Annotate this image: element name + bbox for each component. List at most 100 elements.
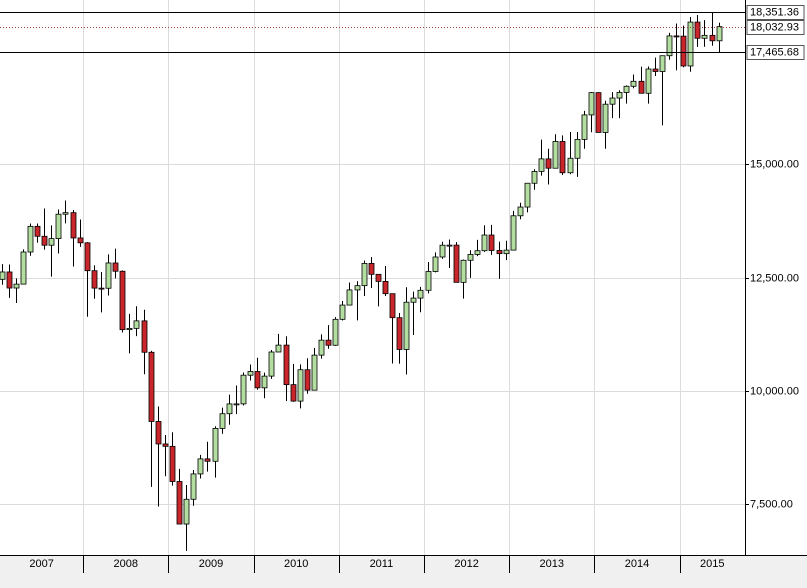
candle-body bbox=[588, 92, 595, 116]
candle-body bbox=[709, 34, 716, 42]
candle-body bbox=[680, 35, 687, 67]
candle-body bbox=[417, 289, 424, 299]
candle-body bbox=[389, 293, 396, 319]
y-tick-label: 12,500.00 bbox=[750, 272, 799, 284]
candle-body bbox=[616, 92, 623, 99]
price-label-box bbox=[746, 20, 805, 35]
candle-body bbox=[559, 141, 566, 174]
candle-body bbox=[219, 413, 226, 429]
y-tick-label: 10,000.00 bbox=[750, 385, 799, 397]
x-tick-label: 2007 bbox=[29, 558, 53, 570]
x-tick-label: 2012 bbox=[454, 558, 478, 570]
candle-body bbox=[581, 114, 588, 140]
candle-body bbox=[141, 320, 148, 353]
candle-body bbox=[638, 80, 645, 94]
candle-body bbox=[574, 138, 581, 159]
candle-body bbox=[368, 262, 375, 275]
price-label: 17,465.68 bbox=[750, 46, 799, 58]
candle-body bbox=[716, 26, 723, 42]
candle-body bbox=[552, 141, 559, 169]
candle-body bbox=[268, 351, 275, 377]
candle-body bbox=[190, 473, 197, 500]
y-tick-label: 7,500.00 bbox=[750, 498, 793, 510]
candle-body bbox=[148, 351, 155, 422]
candle-body bbox=[261, 375, 268, 389]
candle-body bbox=[212, 428, 219, 462]
price-label-box bbox=[746, 45, 805, 60]
candle-body bbox=[488, 234, 495, 251]
candle-body bbox=[453, 244, 460, 283]
candle-body bbox=[297, 369, 304, 402]
candle-body bbox=[694, 21, 701, 39]
candle-body bbox=[226, 403, 233, 415]
candle-body bbox=[240, 374, 247, 405]
candle-body bbox=[91, 270, 98, 289]
candle-body bbox=[55, 213, 62, 239]
candle-body bbox=[332, 318, 339, 346]
candle-body bbox=[13, 283, 20, 289]
candle-body bbox=[609, 97, 616, 105]
candle-body bbox=[105, 262, 112, 289]
candle-body bbox=[254, 371, 261, 389]
candle-body bbox=[70, 212, 77, 239]
candle-body bbox=[432, 256, 439, 272]
candle-body bbox=[602, 103, 609, 133]
candle-body bbox=[162, 443, 169, 447]
candle-body bbox=[233, 403, 240, 406]
candle-body bbox=[311, 354, 318, 391]
price-label: 18,032.93 bbox=[750, 21, 799, 33]
price-label-box bbox=[746, 5, 805, 20]
candle-body bbox=[84, 242, 91, 272]
candle-body bbox=[62, 212, 69, 215]
x-axis-bar bbox=[0, 555, 807, 588]
candle-body bbox=[481, 234, 488, 252]
candle-body bbox=[375, 273, 382, 282]
x-tick-label: 2013 bbox=[540, 558, 564, 570]
candle-body bbox=[318, 339, 325, 356]
candle-body bbox=[275, 344, 282, 353]
candle-body bbox=[503, 249, 510, 255]
candle-body bbox=[133, 320, 140, 329]
candle-body bbox=[460, 259, 467, 283]
candle-body bbox=[595, 92, 602, 133]
candle-body bbox=[645, 68, 652, 94]
candle-body bbox=[474, 250, 481, 255]
candle-body bbox=[290, 384, 297, 402]
candle-body bbox=[339, 304, 346, 320]
candle-body bbox=[304, 369, 311, 391]
candle-body bbox=[659, 55, 666, 72]
candle-body bbox=[538, 158, 545, 172]
candle-body bbox=[119, 270, 126, 331]
candle-body bbox=[510, 215, 517, 251]
candle-body bbox=[531, 170, 538, 184]
candle-body bbox=[673, 35, 680, 38]
candle-body bbox=[517, 206, 524, 217]
candle-body bbox=[467, 254, 474, 261]
candle-body bbox=[176, 481, 183, 525]
candle-body bbox=[652, 68, 659, 72]
candle-body bbox=[197, 458, 204, 475]
candle-body bbox=[410, 297, 417, 303]
candle-body bbox=[496, 250, 503, 255]
candle-body bbox=[20, 251, 27, 285]
plot bbox=[0, 12, 723, 551]
x-tick-label: 2014 bbox=[625, 558, 649, 570]
y-tick-label: 15,000.00 bbox=[750, 158, 799, 170]
candle-body bbox=[630, 80, 637, 87]
x-tick-label: 2008 bbox=[114, 558, 138, 570]
candle-body bbox=[247, 371, 254, 376]
candle-body bbox=[524, 182, 531, 208]
x-tick-label: 2015 bbox=[700, 558, 724, 570]
candle-body bbox=[623, 85, 630, 93]
candle-body bbox=[98, 287, 105, 290]
candle-body bbox=[41, 235, 48, 246]
x-tick-label: 2011 bbox=[370, 558, 394, 570]
candle-body bbox=[666, 35, 673, 57]
candle-body bbox=[34, 225, 41, 237]
candle-body bbox=[396, 317, 403, 350]
candle-body bbox=[325, 339, 332, 346]
x-tick-label: 2010 bbox=[284, 558, 308, 570]
candle-body bbox=[169, 445, 176, 482]
candle-body bbox=[283, 344, 290, 386]
